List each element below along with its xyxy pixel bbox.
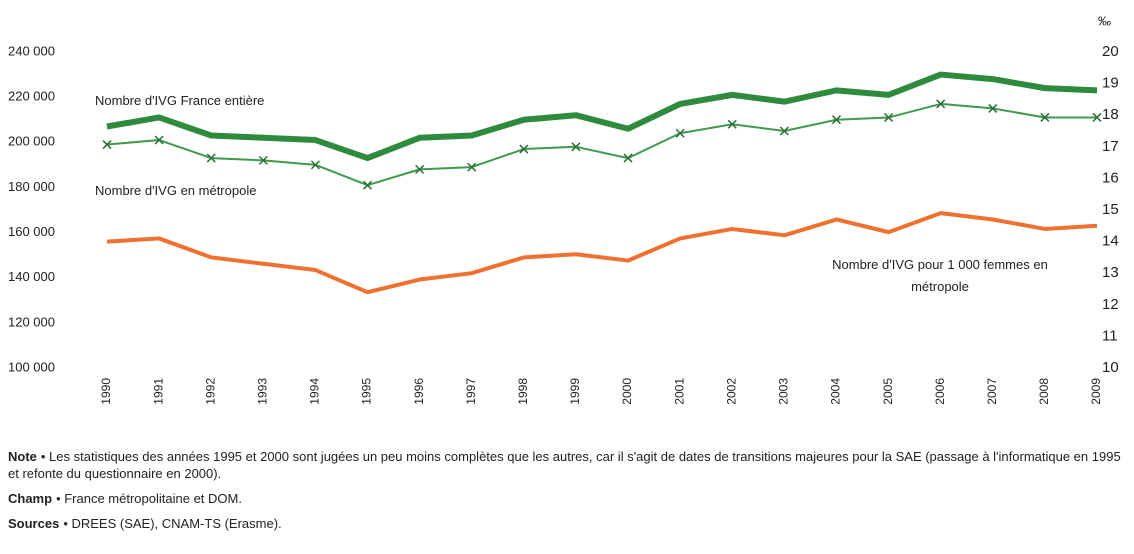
y-tick-label: 200 000 (8, 134, 55, 149)
series-line (106, 71, 1098, 162)
x-tick-label: 1994 (308, 378, 322, 405)
series-label: Nombre d'IVG pour 1 000 femmes en métrop… (832, 257, 1048, 294)
y2-tick-label: 13 (1102, 264, 1119, 281)
x-tick-label: 1992 (203, 378, 217, 405)
series-line (106, 211, 1098, 295)
note: Champ • France métropolitaine et DOM. (8, 490, 1128, 507)
x-tick-label: 2007 (985, 378, 999, 405)
x-tick-label: 1999 (568, 378, 582, 405)
point-marker (727, 119, 737, 129)
point-marker (206, 153, 216, 163)
y-tick-label: 100 000 (8, 359, 55, 374)
x-tick-label: 2003 (777, 378, 791, 405)
y2-axis-label: ‰ (1098, 13, 1111, 28)
note-label: Sources (8, 516, 60, 531)
y2-tick-label: 12 (1102, 296, 1119, 313)
y2-tick-label: 10 (1102, 359, 1119, 376)
x-tick-label: 2001 (672, 378, 686, 405)
point-marker (571, 142, 581, 152)
x-tick-label: 1997 (464, 378, 478, 405)
point-marker (623, 153, 633, 163)
x-tick-label: 2002 (724, 378, 738, 405)
point-marker (936, 99, 946, 109)
note-text: • Les statistiques des années 1995 et 20… (8, 449, 1121, 481)
point-marker (831, 115, 842, 125)
series-label: Nombre d'IVG France entière (95, 93, 265, 108)
y-tick-label: 180 000 (8, 179, 55, 194)
note: Note • Les statistiques des années 1995 e… (8, 448, 1128, 482)
note-text: • France métropolitaine et DOM. (56, 491, 242, 506)
series-line (106, 102, 1097, 187)
point-marker (258, 155, 268, 165)
chart: ‰ 100 000 120 000 140 000 160 000 180 000 200… (8, 13, 1119, 405)
y2-tick-label: 20 (1102, 43, 1119, 60)
x-tick-label: 2004 (829, 378, 843, 405)
point-marker (415, 164, 425, 174)
point-marker (779, 126, 789, 136)
y2-tick-label: 15 (1102, 201, 1119, 218)
note-text: • DREES (SAE), CNAM-TS (Erasme). (63, 516, 282, 531)
x-tick-label: 1991 (151, 378, 165, 405)
x-tick-label: 2008 (1037, 378, 1051, 405)
y-tick-label: 240 000 (8, 43, 55, 58)
note-label: Note (8, 449, 37, 464)
point-marker (1040, 112, 1050, 122)
x-tick-label: 2005 (881, 378, 895, 405)
x-tick-label: 1990 (99, 378, 113, 405)
point-marker (154, 135, 164, 145)
point-marker (675, 128, 685, 138)
point-marker (988, 103, 998, 113)
y-tick-label: 140 000 (8, 269, 55, 284)
y-tick-label: 160 000 (8, 224, 55, 239)
y2-tick-label: 18 (1102, 106, 1119, 123)
x-tick-label: 1996 (412, 378, 426, 405)
x-tick-label: 2009 (1089, 378, 1103, 405)
x-tick-label: 1995 (360, 378, 374, 405)
point-marker (310, 160, 320, 170)
y2-tick-label: 11 (1102, 327, 1118, 344)
y-tick-label: 120 000 (8, 314, 55, 329)
y2-tick-label: 17 (1102, 138, 1119, 155)
point-marker (884, 112, 894, 122)
note: Sources • DREES (SAE), CNAM-TS (Erasme). (8, 515, 1128, 532)
y2-tick-label: 14 (1102, 233, 1119, 250)
note-label: Champ (8, 491, 53, 506)
x-tick-label: 2006 (933, 378, 947, 405)
point-marker (362, 180, 373, 190)
y-tick-label: 220 000 (8, 89, 55, 104)
series-label: Nombre d'IVG en métropole (95, 183, 257, 198)
x-tick-label: 1998 (516, 378, 530, 405)
y2-tick-label: 19 (1102, 75, 1119, 92)
point-marker (1092, 112, 1102, 122)
y2-tick-label: 16 (1102, 169, 1119, 186)
notes: Note • Les statistiques des années 1995 e… (8, 448, 1128, 540)
point-marker (102, 140, 112, 150)
point-marker (519, 144, 529, 154)
x-tick-label: 1993 (255, 378, 269, 405)
point-marker (467, 162, 477, 172)
x-tick-label: 2000 (620, 378, 634, 405)
